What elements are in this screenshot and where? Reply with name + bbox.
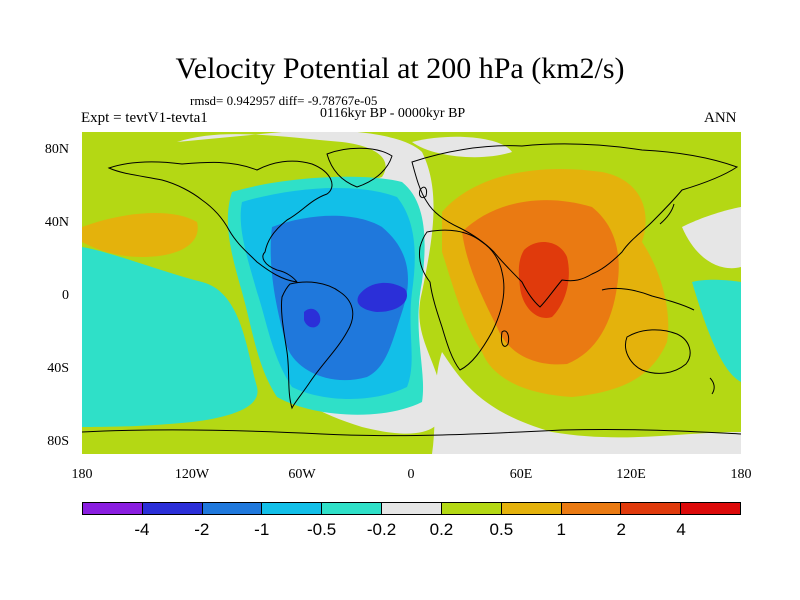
field-neg1	[270, 215, 408, 381]
colorbar-swatch	[501, 503, 562, 514]
colorbar-swatch	[382, 503, 442, 514]
lon-label: 180	[71, 467, 93, 482]
field-zero-nepac	[682, 207, 741, 269]
coast-africa	[419, 229, 505, 371]
plot-title: Velocity Potential at 200 hPa (km2/s)	[175, 52, 625, 85]
colorbar-label: 0.2	[429, 520, 454, 539]
colorbar-swatch	[262, 503, 323, 514]
lat-label: 80S	[47, 434, 69, 449]
coast-britain	[419, 186, 427, 199]
coast-indonesia	[601, 287, 695, 311]
colorbar-label: -0.5	[306, 520, 337, 539]
lat-label: 0	[62, 288, 69, 303]
coast-australia	[625, 329, 691, 374]
coast-greenland	[326, 147, 393, 188]
colorbar-label: 2	[616, 520, 626, 539]
coast-south-america	[281, 281, 354, 410]
colorbar	[82, 502, 741, 515]
lat-label: 40N	[44, 215, 69, 230]
lon-label: 120E	[616, 467, 646, 482]
field-pos2	[518, 241, 569, 318]
season-label: ANN	[704, 110, 737, 126]
colorbar-swatch	[142, 503, 203, 514]
stats-line: rmsd= 0.942957 diff= -9.78767e-05	[190, 93, 378, 108]
colorbar-swatch	[621, 503, 682, 514]
field-zero-north	[412, 136, 512, 158]
colorbar-swatch	[322, 503, 383, 514]
field-neg2-amazon	[304, 308, 321, 328]
field-pos05-pac	[82, 212, 198, 257]
contour-map	[82, 132, 741, 454]
lat-label: 40S	[47, 361, 69, 376]
coast-antarctica	[82, 428, 741, 437]
field-neg2-atlantic	[357, 282, 407, 312]
lon-label: 120W	[174, 467, 210, 482]
period-subtitle: 0116kyr BP - 0000kyr BP	[320, 106, 466, 121]
field-zero-east	[432, 352, 741, 454]
colorbar-label: 1	[556, 520, 566, 539]
lat-label: 80N	[44, 142, 69, 157]
colorbar-label: -1	[254, 520, 270, 539]
experiment-label: Expt = tevtV1-tevta1	[81, 110, 208, 126]
coast-nz	[709, 377, 715, 395]
coast-north-america	[107, 160, 333, 283]
colorbar-swatch	[441, 503, 502, 514]
colorbar-label: -2	[194, 520, 210, 539]
field-neg02-se	[692, 279, 741, 382]
coast-madagascar	[501, 330, 510, 347]
colorbar-label: -0.2	[366, 520, 397, 539]
lon-label: 60W	[288, 467, 316, 482]
colorbar-label: 0.5	[489, 520, 514, 539]
colorbar-swatch	[202, 503, 263, 514]
colorbar-swatch	[561, 503, 622, 514]
lon-label: 0	[407, 467, 415, 482]
colorbar-swatch	[681, 503, 740, 514]
coastlines	[82, 143, 741, 437]
field-neg02-sw	[82, 247, 258, 427]
coast-japan	[659, 203, 675, 225]
lon-label: 60E	[509, 467, 533, 482]
colorbar-label: 4	[676, 520, 686, 539]
lon-label: 180	[730, 467, 752, 482]
map-panel	[82, 132, 741, 454]
colorbar-label: -4	[134, 520, 150, 539]
colorbar-swatch	[83, 503, 143, 514]
